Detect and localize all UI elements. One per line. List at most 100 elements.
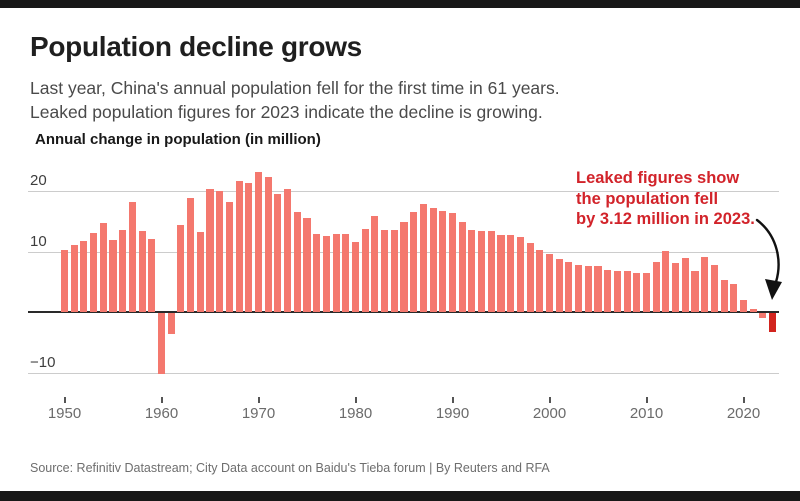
subtitle-line-2: Leaked population figures for 2023 indic…: [30, 102, 543, 122]
x-axis-label-1970: 1970: [241, 405, 276, 422]
bar-2007: [613, 270, 621, 312]
bar-2002: [565, 262, 573, 312]
bar-1964: [196, 231, 204, 312]
bar-2020: [739, 299, 748, 312]
bar-1973: [284, 188, 292, 312]
bar-1992: [468, 230, 476, 312]
bar-1976: [313, 233, 321, 312]
bar-1953: [90, 232, 98, 312]
bar-2015: [691, 270, 699, 312]
x-tick-1960: [160, 397, 163, 403]
bar-2005: [594, 265, 602, 312]
page-title: Population decline grows: [30, 31, 362, 62]
bar-2023: [769, 313, 777, 332]
bar-1954: [99, 223, 107, 312]
bar-2017: [710, 264, 718, 312]
bar-1967: [225, 201, 233, 312]
bar-2021: [749, 309, 757, 312]
bar-1997: [516, 237, 524, 312]
bar-1978: [332, 234, 340, 312]
bar-1977: [322, 236, 330, 312]
x-axis-label-1990: 1990: [435, 405, 470, 422]
bar-1979: [342, 234, 350, 312]
bar-1974: [293, 212, 301, 312]
bar-2012: [662, 250, 670, 312]
gridline--10: [28, 372, 779, 374]
bar-1960: [157, 313, 166, 374]
x-tick-2010: [645, 397, 648, 403]
subtitle: Last year, China's annual population fel…: [30, 76, 560, 124]
bar-2014: [681, 257, 689, 312]
bar-1991: [458, 221, 466, 312]
bar-1985: [400, 221, 408, 312]
x-tick-2020: [742, 397, 745, 403]
bar-2016: [701, 256, 709, 312]
bar-2013: [672, 263, 680, 312]
bar-1962: [177, 225, 185, 312]
gridline-20: [28, 191, 779, 192]
x-tick-1990: [451, 397, 454, 403]
bar-1961: [167, 313, 175, 335]
bar-1981: [361, 229, 369, 312]
annotation-line-3: by 3.12 million in 2023.: [576, 210, 755, 228]
annotation-arrow-icon: [755, 218, 782, 300]
bar-2000: [545, 254, 554, 312]
annotation-line-2: the population fell: [576, 189, 719, 208]
x-tick-1950: [63, 397, 66, 403]
bar-1950: [60, 249, 69, 312]
annotation-callout: Leaked figures show the population fell …: [576, 168, 755, 230]
bar-1980: [351, 241, 360, 312]
bar-2006: [604, 270, 612, 312]
x-axis-label-1980: 1980: [338, 405, 373, 422]
bar-1986: [410, 211, 418, 312]
chart-heading: Annual change in population (in million): [35, 131, 321, 148]
bar-1975: [303, 217, 311, 312]
bar-1952: [80, 240, 88, 312]
top-rule: [0, 0, 800, 8]
bar-1970: [254, 171, 263, 312]
bar-1956: [119, 229, 127, 312]
bar-2004: [584, 266, 592, 312]
bar-1987: [419, 203, 427, 312]
bar-1958: [138, 230, 146, 312]
bar-1955: [109, 239, 117, 312]
annotation-line-1: Leaked figures show: [576, 169, 740, 187]
x-axis-label-2010: 2010: [629, 405, 664, 422]
bar-1996: [507, 235, 515, 312]
bar-1998: [526, 243, 534, 312]
bar-1963: [187, 198, 195, 312]
bar-2011: [652, 262, 660, 312]
y-axis-label--10: −10: [30, 353, 56, 371]
bar-1951: [70, 245, 78, 312]
y-axis-label-20: 20: [30, 172, 47, 189]
bar-1990: [448, 213, 457, 312]
bar-1968: [235, 181, 243, 312]
bar-1969: [245, 182, 253, 312]
bar-1989: [439, 210, 447, 312]
bar-2003: [575, 265, 583, 312]
bar-1965: [206, 188, 214, 312]
x-axis-label-1950: 1950: [47, 405, 82, 422]
x-axis-label-1960: 1960: [144, 405, 179, 422]
bar-1972: [274, 194, 282, 312]
zero-axis-line: [28, 311, 779, 313]
bar-1959: [148, 238, 156, 312]
bar-1994: [487, 231, 495, 312]
bottom-rule: [0, 491, 800, 501]
x-axis-label-2020: 2020: [726, 405, 761, 422]
bar-2010: [642, 273, 651, 312]
bar-1999: [536, 250, 544, 312]
x-tick-2000: [548, 397, 551, 403]
bar-2008: [623, 271, 631, 312]
bar-2018: [720, 279, 728, 312]
bar-1957: [128, 201, 136, 312]
bar-1995: [497, 235, 505, 312]
bar-2022: [759, 313, 767, 319]
bar-2019: [730, 283, 738, 312]
bar-1983: [381, 230, 389, 312]
source-credit: Source: Refinitiv Datastream; City Data …: [30, 461, 550, 475]
subtitle-line-1: Last year, China's annual population fel…: [30, 78, 560, 98]
x-tick-1970: [257, 397, 260, 403]
bar-1988: [429, 207, 437, 312]
